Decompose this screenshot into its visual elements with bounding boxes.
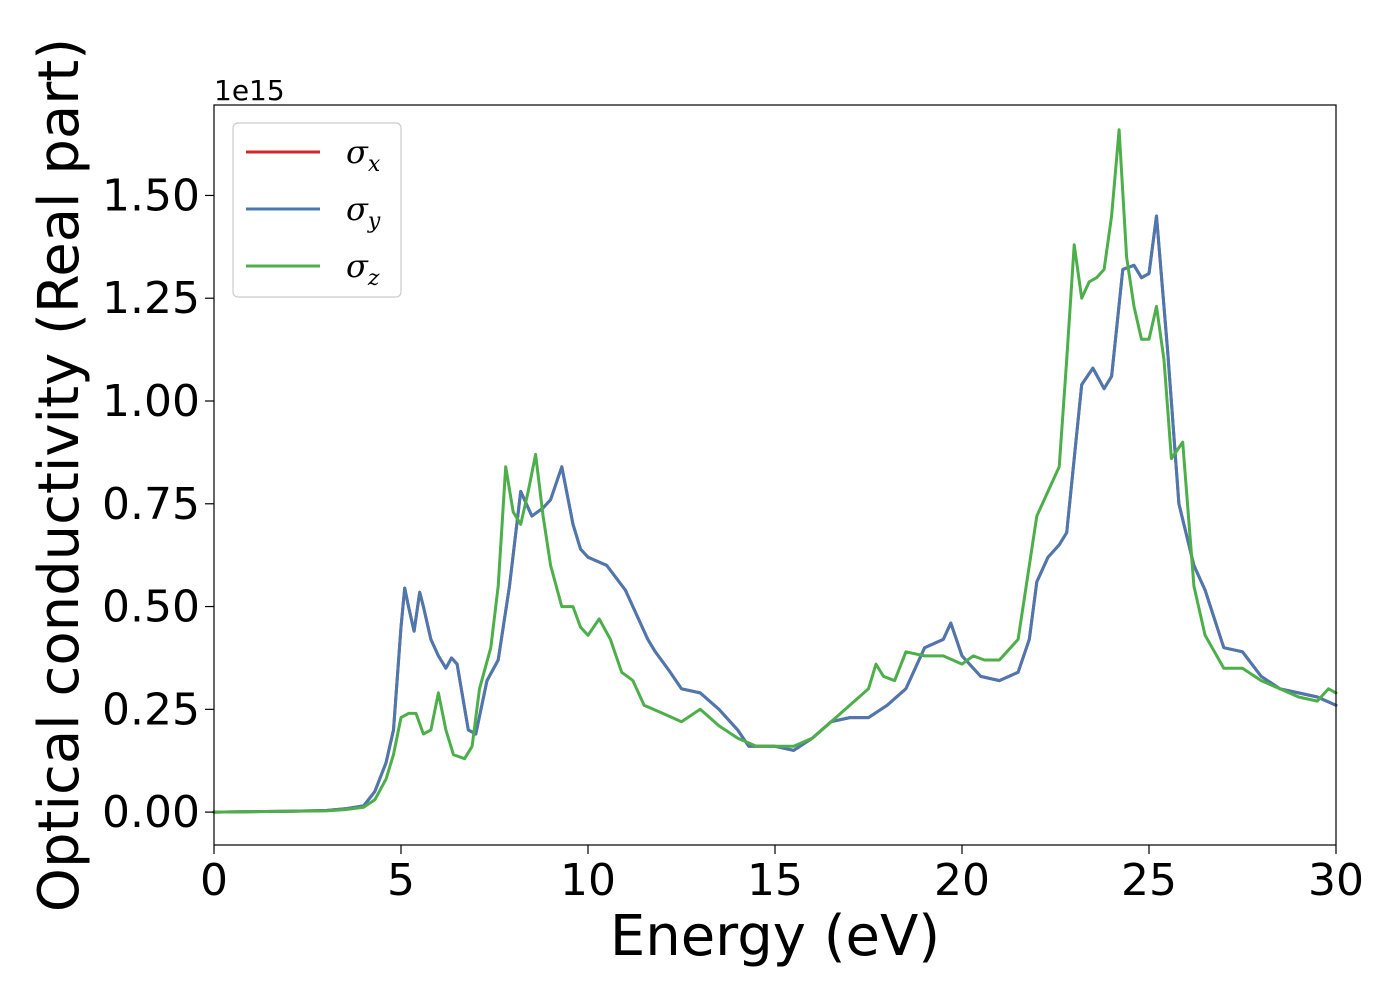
x-tick-label: 5 (387, 855, 415, 906)
y-tick-label: 0.50 (102, 582, 200, 633)
series-line-z (212, 128, 1338, 814)
legend-label-y: σy (346, 190, 381, 234)
y-axis-label: Optical conductivity (Real part) (27, 38, 92, 912)
y-tick-label: 1.50 (102, 170, 200, 221)
series-line-y (212, 214, 1338, 814)
x-tick-label: 30 (1308, 855, 1364, 906)
y-tick-label: 0.25 (102, 684, 200, 735)
x-tick-label: 10 (560, 855, 616, 906)
legend-label-z: σz (346, 247, 380, 291)
y-tick-label: 1.00 (102, 376, 200, 427)
legend-label-x: σx (346, 133, 381, 177)
y-tick-label: 0.75 (102, 479, 200, 530)
x-tick-label: 25 (1121, 855, 1177, 906)
y-offset-text: 1e15 (214, 74, 285, 107)
x-tick-label: 0 (200, 855, 228, 906)
x-tick-label: 15 (747, 855, 803, 906)
legend: σx σy σz (232, 122, 402, 298)
series-layer (212, 128, 1338, 814)
x-axis-label: Energy (eV) (610, 904, 940, 969)
y-tick-label: 0.00 (102, 787, 200, 838)
x-tick-label: 20 (934, 855, 990, 906)
x-axis-ticks: 0 5 10 15 20 25 30 (200, 845, 1364, 906)
y-axis-ticks: 0.00 0.25 0.50 0.75 1.00 1.25 1.50 (102, 170, 214, 838)
y-tick-label: 1.25 (102, 273, 200, 324)
